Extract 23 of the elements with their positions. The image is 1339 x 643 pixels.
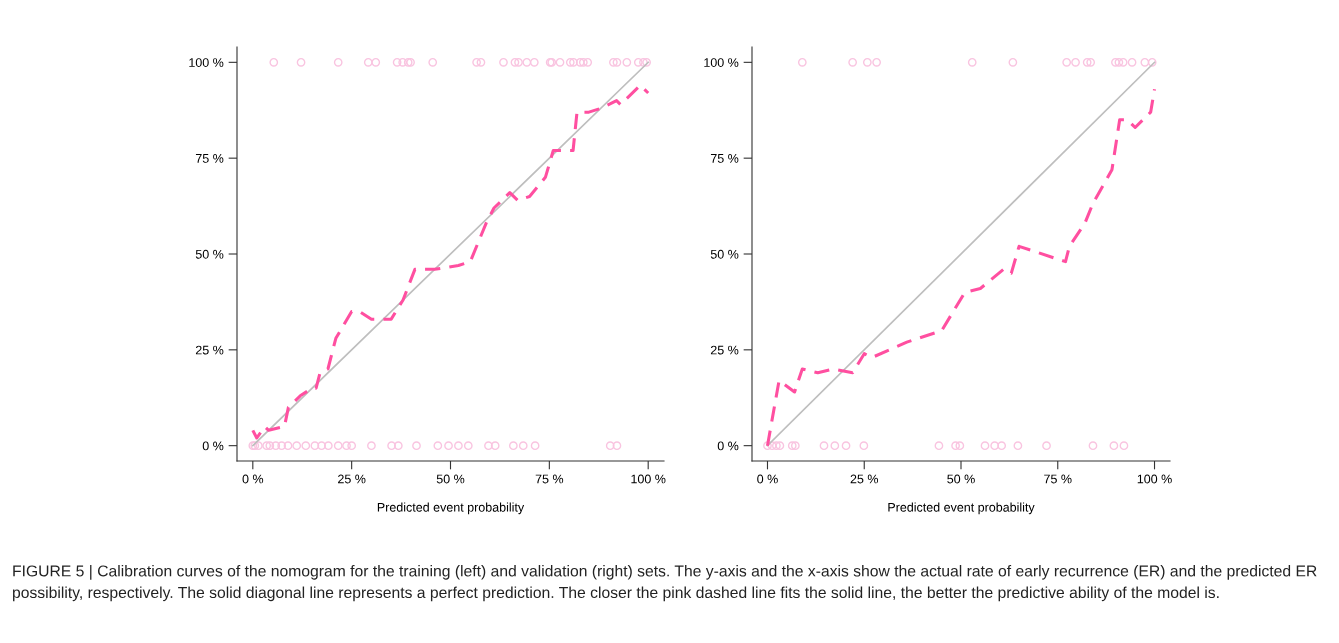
y-tick-label: 100 %	[704, 58, 739, 67]
y-tick-label: 100 %	[189, 58, 224, 67]
y-tick-label: 0 %	[202, 441, 224, 451]
x-tick-label: 25 %	[850, 474, 879, 484]
x-tick-label: 50 %	[947, 474, 975, 484]
x-axis-title: Predicted event probability	[888, 502, 1035, 515]
x-tick-label: 0 %	[757, 474, 778, 484]
y-tick-label: 50 %	[710, 249, 739, 259]
y-tick-label: 50 %	[195, 249, 224, 259]
y-tick-label: 0 %	[717, 441, 739, 451]
y-tick-label: 25 %	[195, 345, 224, 355]
x-tick-label: 0 %	[242, 474, 264, 484]
x-axis-title: Predicted event probability	[377, 502, 525, 515]
y-tick-label: 75 %	[710, 154, 739, 163]
x-tick-label: 100 %	[631, 474, 666, 484]
x-tick-label: 75 %	[1044, 474, 1072, 484]
caption: FIGURE 5 | Calibration curves of the nomogram for the training (left) and validation (right) sets. The y-axis and the x-axis show the actual rate of early recurrence (ER) and the predicted ER possibility, respectively. The solid diagonal line represents a perfect prediction. The closer the pink dashed line fits the solid line, the better the predictive ability of the model is.	[13, 565, 1317, 602]
x-tick-label: 75 %	[535, 474, 564, 484]
x-tick-label: 100 %	[1137, 474, 1172, 484]
x-tick-label: 25 %	[338, 474, 366, 484]
y-tick-label: 25 %	[710, 345, 739, 355]
x-tick-label: 50 %	[436, 474, 465, 484]
y-tick-label: 75 %	[195, 154, 224, 163]
